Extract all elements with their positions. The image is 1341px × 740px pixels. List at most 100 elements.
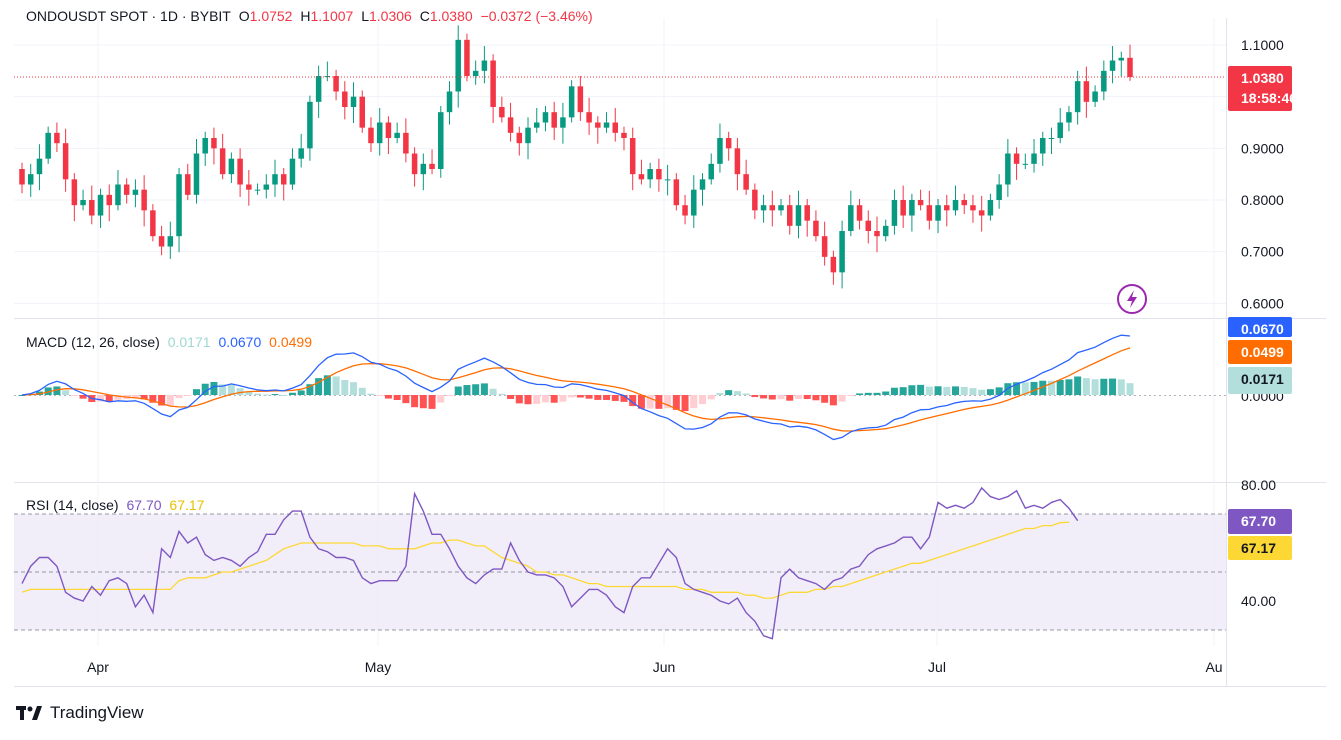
macd-histogram-bar xyxy=(585,395,593,399)
rsi-panel[interactable] xyxy=(14,486,1226,640)
candle-body xyxy=(717,138,723,164)
bullish-candle xyxy=(202,131,208,166)
macd-histogram-bar xyxy=(603,395,611,400)
candle-body xyxy=(769,205,776,211)
macd-histogram-bar xyxy=(1056,379,1064,395)
macd-histogram-bar xyxy=(672,395,680,410)
rsi-tick-label: 80.00 xyxy=(1241,477,1276,493)
macd-histogram-bar xyxy=(1013,382,1021,395)
bearish-candle xyxy=(656,158,662,192)
bullish-candle xyxy=(193,139,200,204)
candle-body xyxy=(324,76,331,78)
bullish-candle xyxy=(996,174,1002,209)
bullish-candle xyxy=(1074,70,1081,125)
candle-body xyxy=(961,200,967,206)
symbol-title[interactable]: ONDOUSDT SPOT · 1D · BYBIT xyxy=(26,8,231,24)
rsi-title[interactable]: RSI (14, close) xyxy=(26,497,119,513)
macd-histogram-bar xyxy=(341,380,349,395)
macd-histogram-bar xyxy=(1039,380,1047,395)
macd-signal-line xyxy=(21,347,1131,432)
candle-body xyxy=(89,200,95,216)
bearish-candle xyxy=(769,190,776,227)
macd-line-value: 0.0670 xyxy=(218,334,262,350)
candle-body xyxy=(246,184,252,190)
candle-body xyxy=(342,91,348,108)
macd-title[interactable]: MACD (12, 26, close) xyxy=(26,334,160,350)
bullish-candle xyxy=(708,153,714,185)
macd-histogram-bar xyxy=(943,386,951,395)
open-label: O xyxy=(238,8,250,24)
candle-body xyxy=(150,210,156,237)
macd-histogram-bar xyxy=(629,395,637,407)
candle-body xyxy=(917,200,924,206)
bullish-candle xyxy=(525,117,531,160)
macd-histogram-bar xyxy=(288,392,296,395)
candle-body xyxy=(586,112,592,123)
macd-signal-badge-text: 0.0499 xyxy=(1241,344,1284,360)
candle-body xyxy=(385,122,392,139)
bullish-candle xyxy=(533,108,540,133)
bearish-candle xyxy=(830,250,837,285)
candle-body xyxy=(507,117,514,133)
price-panel[interactable] xyxy=(14,25,1226,314)
macd-histogram-bar xyxy=(821,395,829,403)
bullish-candle xyxy=(699,173,706,206)
macd-histogram-bar xyxy=(952,386,960,395)
bullish-candle xyxy=(97,188,104,228)
candle-body xyxy=(1101,70,1107,92)
candle-body xyxy=(211,138,217,149)
candle-body xyxy=(1005,153,1011,185)
bullish-candle xyxy=(1101,60,1107,101)
bearish-candle xyxy=(385,116,392,155)
macd-histogram-bar xyxy=(1047,380,1055,395)
bearish-candle xyxy=(621,126,627,151)
bearish-candle xyxy=(804,198,810,237)
macd-histogram-bar xyxy=(733,391,741,395)
candle-body xyxy=(394,132,400,139)
axis-value-badges: 1.0380 18:58:46 0.0670 0.0499 0.0171 67.70 67.… xyxy=(1228,66,1297,560)
candle-body xyxy=(577,86,584,113)
candle-body xyxy=(708,163,714,180)
ohlc-legend: ONDOUSDT SPOT · 1D · BYBIT O1.0752 H1.10… xyxy=(26,8,597,24)
macd-histogram-bar xyxy=(463,385,471,395)
candle-body xyxy=(176,174,182,237)
time-axis[interactable]: Apr May Jun Jul Au xyxy=(87,659,1222,675)
time-tick-label: May xyxy=(365,659,391,675)
bullish-candle xyxy=(1022,153,1029,170)
bullish-candle xyxy=(1066,105,1072,132)
candle-body xyxy=(760,205,767,211)
macd-histogram-bar xyxy=(507,395,515,399)
macd-histogram-bar xyxy=(131,395,139,398)
bullish-candle xyxy=(420,153,427,191)
macd-histogram-bar xyxy=(498,393,506,395)
candle-body xyxy=(1083,81,1090,102)
macd-histogram-bar xyxy=(149,395,157,403)
macd-histogram-bar xyxy=(864,392,872,395)
tradingview-logo[interactable]: TradingView xyxy=(16,703,144,723)
bullish-candle xyxy=(438,105,444,178)
macd-histogram-bar xyxy=(986,389,994,395)
price-axis[interactable]: 0.6000 0.7000 0.8000 0.9000 1.1000 80.00 40.00… xyxy=(1241,37,1284,609)
bearish-candle xyxy=(926,190,933,230)
candle-body xyxy=(45,132,51,159)
macd-histogram-bar xyxy=(786,395,794,401)
bullish-candle xyxy=(664,164,671,196)
price-tick-label: 0.8000 xyxy=(1241,192,1284,208)
macd-panel[interactable] xyxy=(14,334,1226,441)
candle-body xyxy=(830,256,837,273)
candle-body xyxy=(1092,91,1098,102)
open-value: 1.0752 xyxy=(249,8,293,24)
bearish-candle xyxy=(185,163,191,201)
macd-histogram-badge-bg xyxy=(1228,367,1292,394)
macd-histogram-bar xyxy=(236,388,244,395)
macd-line-badge-text: 0.0670 xyxy=(1241,321,1284,337)
tradingview-icon xyxy=(16,706,42,720)
candle-body xyxy=(254,189,261,191)
bearish-candle xyxy=(516,126,523,156)
bullish-candle xyxy=(1005,139,1011,197)
change-value: −0.0372 (−3.46%) xyxy=(480,8,593,24)
close-value: 1.0380 xyxy=(429,8,473,24)
macd-histogram-bar xyxy=(559,395,567,402)
candle-body xyxy=(813,220,819,237)
